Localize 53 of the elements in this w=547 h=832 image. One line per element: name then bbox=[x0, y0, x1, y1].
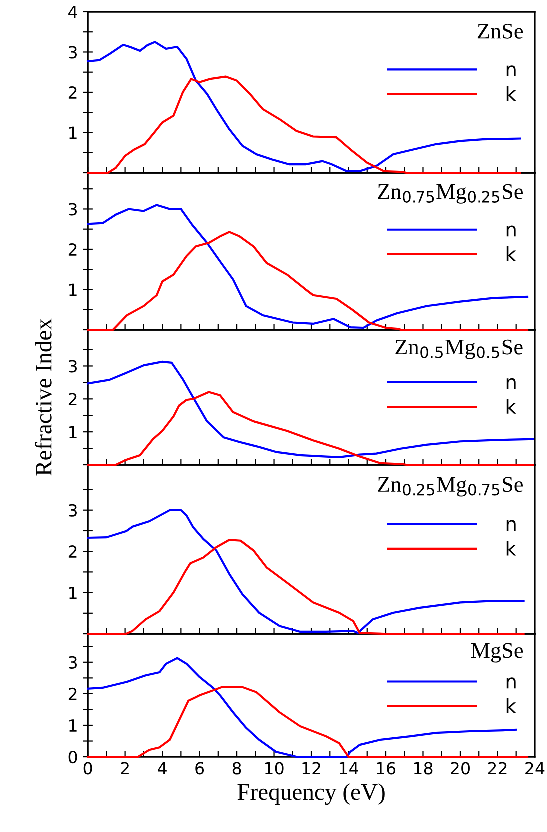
y-tick-label: 1 bbox=[70, 126, 77, 140]
y-tick-label: 3 bbox=[69, 203, 78, 216]
y-tick-label: 1 bbox=[70, 586, 77, 600]
chart-title: Zn$_{0.5}$Mg$_{0.5}$Se bbox=[396, 340, 523, 360]
chart-title: ZnSe bbox=[478, 24, 524, 39]
line-series bbox=[87, 538, 525, 636]
y-tick-label: 1 bbox=[70, 720, 77, 732]
y-tick-label: 2 bbox=[68, 86, 77, 99]
chart-title: Zn$_{0.25}$Mg$_{0.75}$Se bbox=[378, 477, 523, 497]
y-tick-label: 2 bbox=[68, 393, 77, 406]
chart-title: MgSe bbox=[471, 643, 524, 663]
y-tick-label: 1 bbox=[70, 284, 77, 296]
line-series bbox=[87, 509, 525, 634]
x-tick-label: 2 bbox=[121, 762, 129, 775]
x-tick-label: 8 bbox=[232, 762, 242, 775]
x-tick-label: 0 bbox=[84, 762, 92, 775]
x-tick-label: 12 bbox=[302, 762, 320, 775]
y-tick-label: 1 bbox=[70, 426, 77, 438]
y-tick-label: 3 bbox=[69, 504, 78, 517]
y-tick-label: 0 bbox=[68, 751, 78, 764]
legend-label: n bbox=[506, 226, 516, 237]
y-tick-label: 2 bbox=[68, 688, 77, 700]
y-tick-label: 3 bbox=[69, 656, 78, 669]
legend-label: n bbox=[506, 378, 516, 390]
y-tick-label: 2 bbox=[68, 546, 77, 558]
legend-label: n bbox=[506, 66, 516, 76]
legend-label: n bbox=[506, 520, 516, 532]
y-axis-title: Refractive Index bbox=[34, 318, 52, 476]
chart-title: Zn$_{0.75}$Mg$_{0.25}$Se bbox=[378, 184, 523, 204]
legend-label: k bbox=[506, 246, 516, 262]
line-series bbox=[87, 360, 534, 458]
x-tick-label: 10 bbox=[266, 762, 284, 775]
x-tick-label: 4 bbox=[158, 762, 167, 775]
x-tick-label: 14 bbox=[340, 762, 358, 775]
x-axis-title: Frequency (eV) bbox=[238, 784, 385, 806]
x-tick-label: 16 bbox=[377, 762, 396, 775]
legend-label: k bbox=[506, 698, 516, 714]
legend-label: k bbox=[506, 399, 516, 414]
legend-label: k bbox=[506, 540, 516, 556]
x-tick-label: 22 bbox=[488, 762, 507, 775]
line-series bbox=[87, 41, 522, 172]
y-tick-label: 2 bbox=[68, 243, 77, 256]
x-tick-label: 18 bbox=[414, 762, 433, 775]
legend-label: n bbox=[506, 678, 516, 689]
y-tick-label: 3 bbox=[69, 46, 78, 59]
y-tick-label: 4 bbox=[68, 6, 78, 18]
y-tick-label: 3 bbox=[69, 360, 78, 373]
x-tick-label: 24 bbox=[526, 762, 545, 775]
legend-label: k bbox=[506, 86, 516, 102]
line-series bbox=[87, 76, 522, 174]
line-series bbox=[87, 204, 529, 330]
x-tick-label: 20 bbox=[451, 762, 470, 775]
x-tick-label: 6 bbox=[196, 762, 204, 775]
